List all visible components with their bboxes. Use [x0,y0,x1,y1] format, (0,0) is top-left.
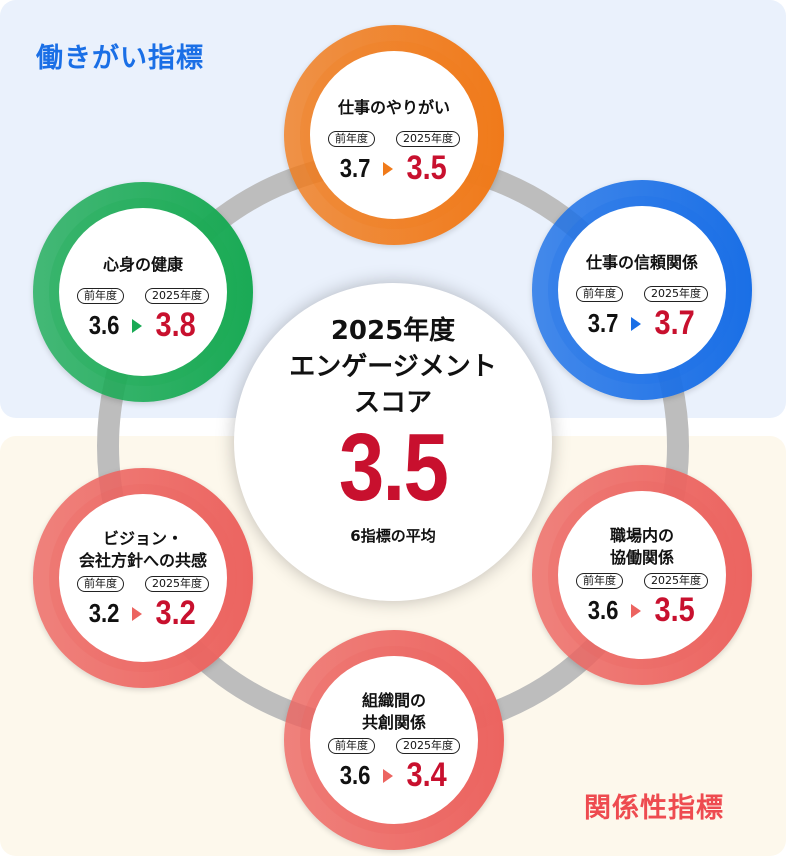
relation-indicators-label: 関係性指標 [584,793,724,824]
prev-score: 3.6 [587,595,619,625]
indicator-face: 仕事の信頼関係 前年度 2025年度 3.7 3.7 [558,206,726,374]
indicator-face: 仕事のやりがい 前年度 2025年度 3.7 3.5 [310,51,478,219]
prev-year-label: 前年度 [328,131,375,147]
engagement-score-circle: 2025年度 エンゲージメント スコア 3.5 6指標の平均 [234,283,552,601]
indicator-work-fulfillment: 仕事のやりがい 前年度 2025年度 3.7 3.5 [284,25,504,245]
indicator-mind-body-health: 心身の健康 前年度 2025年度 3.6 3.8 [33,182,253,402]
year-labels: 前年度 2025年度 [77,288,209,304]
current-year-label: 2025年度 [644,573,708,589]
indicator-inner-ring: 組織間の共創関係 前年度 2025年度 3.6 3.4 [300,646,488,834]
indicator-title-line: ビジョン・ [102,529,183,548]
current-year-label: 2025年度 [145,288,209,304]
indicator-values: 3.7 3.5 [310,149,478,188]
current-score: 3.4 [406,756,448,794]
indicator-title-line: 心身の健康 [102,255,183,274]
indicator-title-line: 共創関係 [361,713,426,732]
center-title-line: エンゲージメント [289,352,497,382]
indicator-title-line: 職場内の [609,526,674,545]
year-labels: 前年度 2025年度 [328,738,460,754]
indicator-inner-ring: 心身の健康 前年度 2025年度 3.6 3.8 [49,198,237,386]
indicator-inner-ring: ビジョン・会社方針への共感 前年度 2025年度 3.2 3.2 [49,484,237,672]
current-year-label: 2025年度 [396,131,460,147]
year-labels: 前年度 2025年度 [576,286,708,302]
prev-score: 3.6 [88,310,120,340]
work-indicators-label: 働きがい指標 [36,43,204,74]
indicator-title: 職場内の 協働関係 [558,525,726,569]
indicator-title-line: 組織間の [361,691,426,710]
prev-year-label: 前年度 [328,738,375,754]
indicator-values: 3.7 3.7 [558,304,726,343]
current-score: 3.8 [155,306,197,344]
indicator-title-line: 会社方針への共感 [78,551,207,570]
indicator-title: 仕事のやりがい [310,97,478,119]
prev-score: 3.7 [339,153,371,183]
indicator-title: 組織間の 共創関係 [310,690,478,734]
indicator-face: 組織間の共創関係 前年度 2025年度 3.6 3.4 [310,656,478,824]
indicator-values: 3.6 3.8 [59,306,227,345]
indicator-inner-ring: 仕事の信頼関係 前年度 2025年度 3.7 3.7 [548,196,736,384]
indicator-face: ビジョン・会社方針への共感 前年度 2025年度 3.2 3.2 [59,494,227,662]
year-labels: 前年度 2025年度 [77,576,209,592]
prev-score: 3.2 [88,598,120,628]
current-score: 3.5 [406,149,448,187]
indicator-values: 3.6 3.4 [310,756,478,795]
prev-score: 3.6 [339,760,371,790]
arrow-right-icon [132,606,143,621]
indicator-inner-ring: 仕事のやりがい 前年度 2025年度 3.7 3.5 [300,41,488,229]
indicator-values: 3.2 3.2 [59,594,227,633]
current-score: 3.5 [654,591,696,629]
year-labels: 前年度 2025年度 [328,131,460,147]
indicator-title-line: 仕事のやりがい [337,98,450,117]
year-labels: 前年度 2025年度 [576,573,708,589]
indicator-title: 仕事の信頼関係 [558,252,726,274]
indicator-work-trust: 仕事の信頼関係 前年度 2025年度 3.7 3.7 [532,180,752,400]
arrow-right-icon [383,161,394,176]
current-year-label: 2025年度 [644,286,708,302]
current-year-label: 2025年度 [145,576,209,592]
indicator-collaboration: 職場内の協働関係 前年度 2025年度 3.6 3.5 [532,465,752,685]
arrow-right-icon [383,768,394,783]
prev-year-label: 前年度 [576,573,623,589]
indicator-face: 職場内の協働関係 前年度 2025年度 3.6 3.5 [558,491,726,659]
score-note: 6指標の平均 [350,527,436,545]
indicator-face: 心身の健康 前年度 2025年度 3.6 3.8 [59,208,227,376]
indicator-co-creation: 組織間の共創関係 前年度 2025年度 3.6 3.4 [284,630,504,850]
arrow-right-icon [631,316,642,331]
indicator-title-line: 協働関係 [609,548,674,567]
current-score: 3.7 [654,304,696,342]
indicator-title: 心身の健康 [59,254,227,276]
indicator-inner-ring: 職場内の協働関係 前年度 2025年度 3.6 3.5 [548,481,736,669]
indicator-values: 3.6 3.5 [558,591,726,630]
prev-year-label: 前年度 [77,576,124,592]
center-title-line: 2025年度 [330,316,456,346]
prev-year-label: 前年度 [77,288,124,304]
prev-score: 3.7 [587,308,619,338]
indicator-vision-empathy: ビジョン・会社方針への共感 前年度 2025年度 3.2 3.2 [33,468,253,688]
center-title-line: スコア [353,388,432,418]
prev-year-label: 前年度 [576,286,623,302]
arrow-right-icon [132,318,143,333]
indicator-title-line: 仕事の信頼関係 [585,253,698,272]
arrow-right-icon [631,603,642,618]
current-score: 3.2 [155,594,197,632]
engagement-score: 3.5 [338,414,449,521]
center-title: 2025年度 エンゲージメント スコア [234,313,552,421]
current-year-label: 2025年度 [396,738,460,754]
indicator-title: ビジョン・会社方針への共感 [59,528,227,572]
